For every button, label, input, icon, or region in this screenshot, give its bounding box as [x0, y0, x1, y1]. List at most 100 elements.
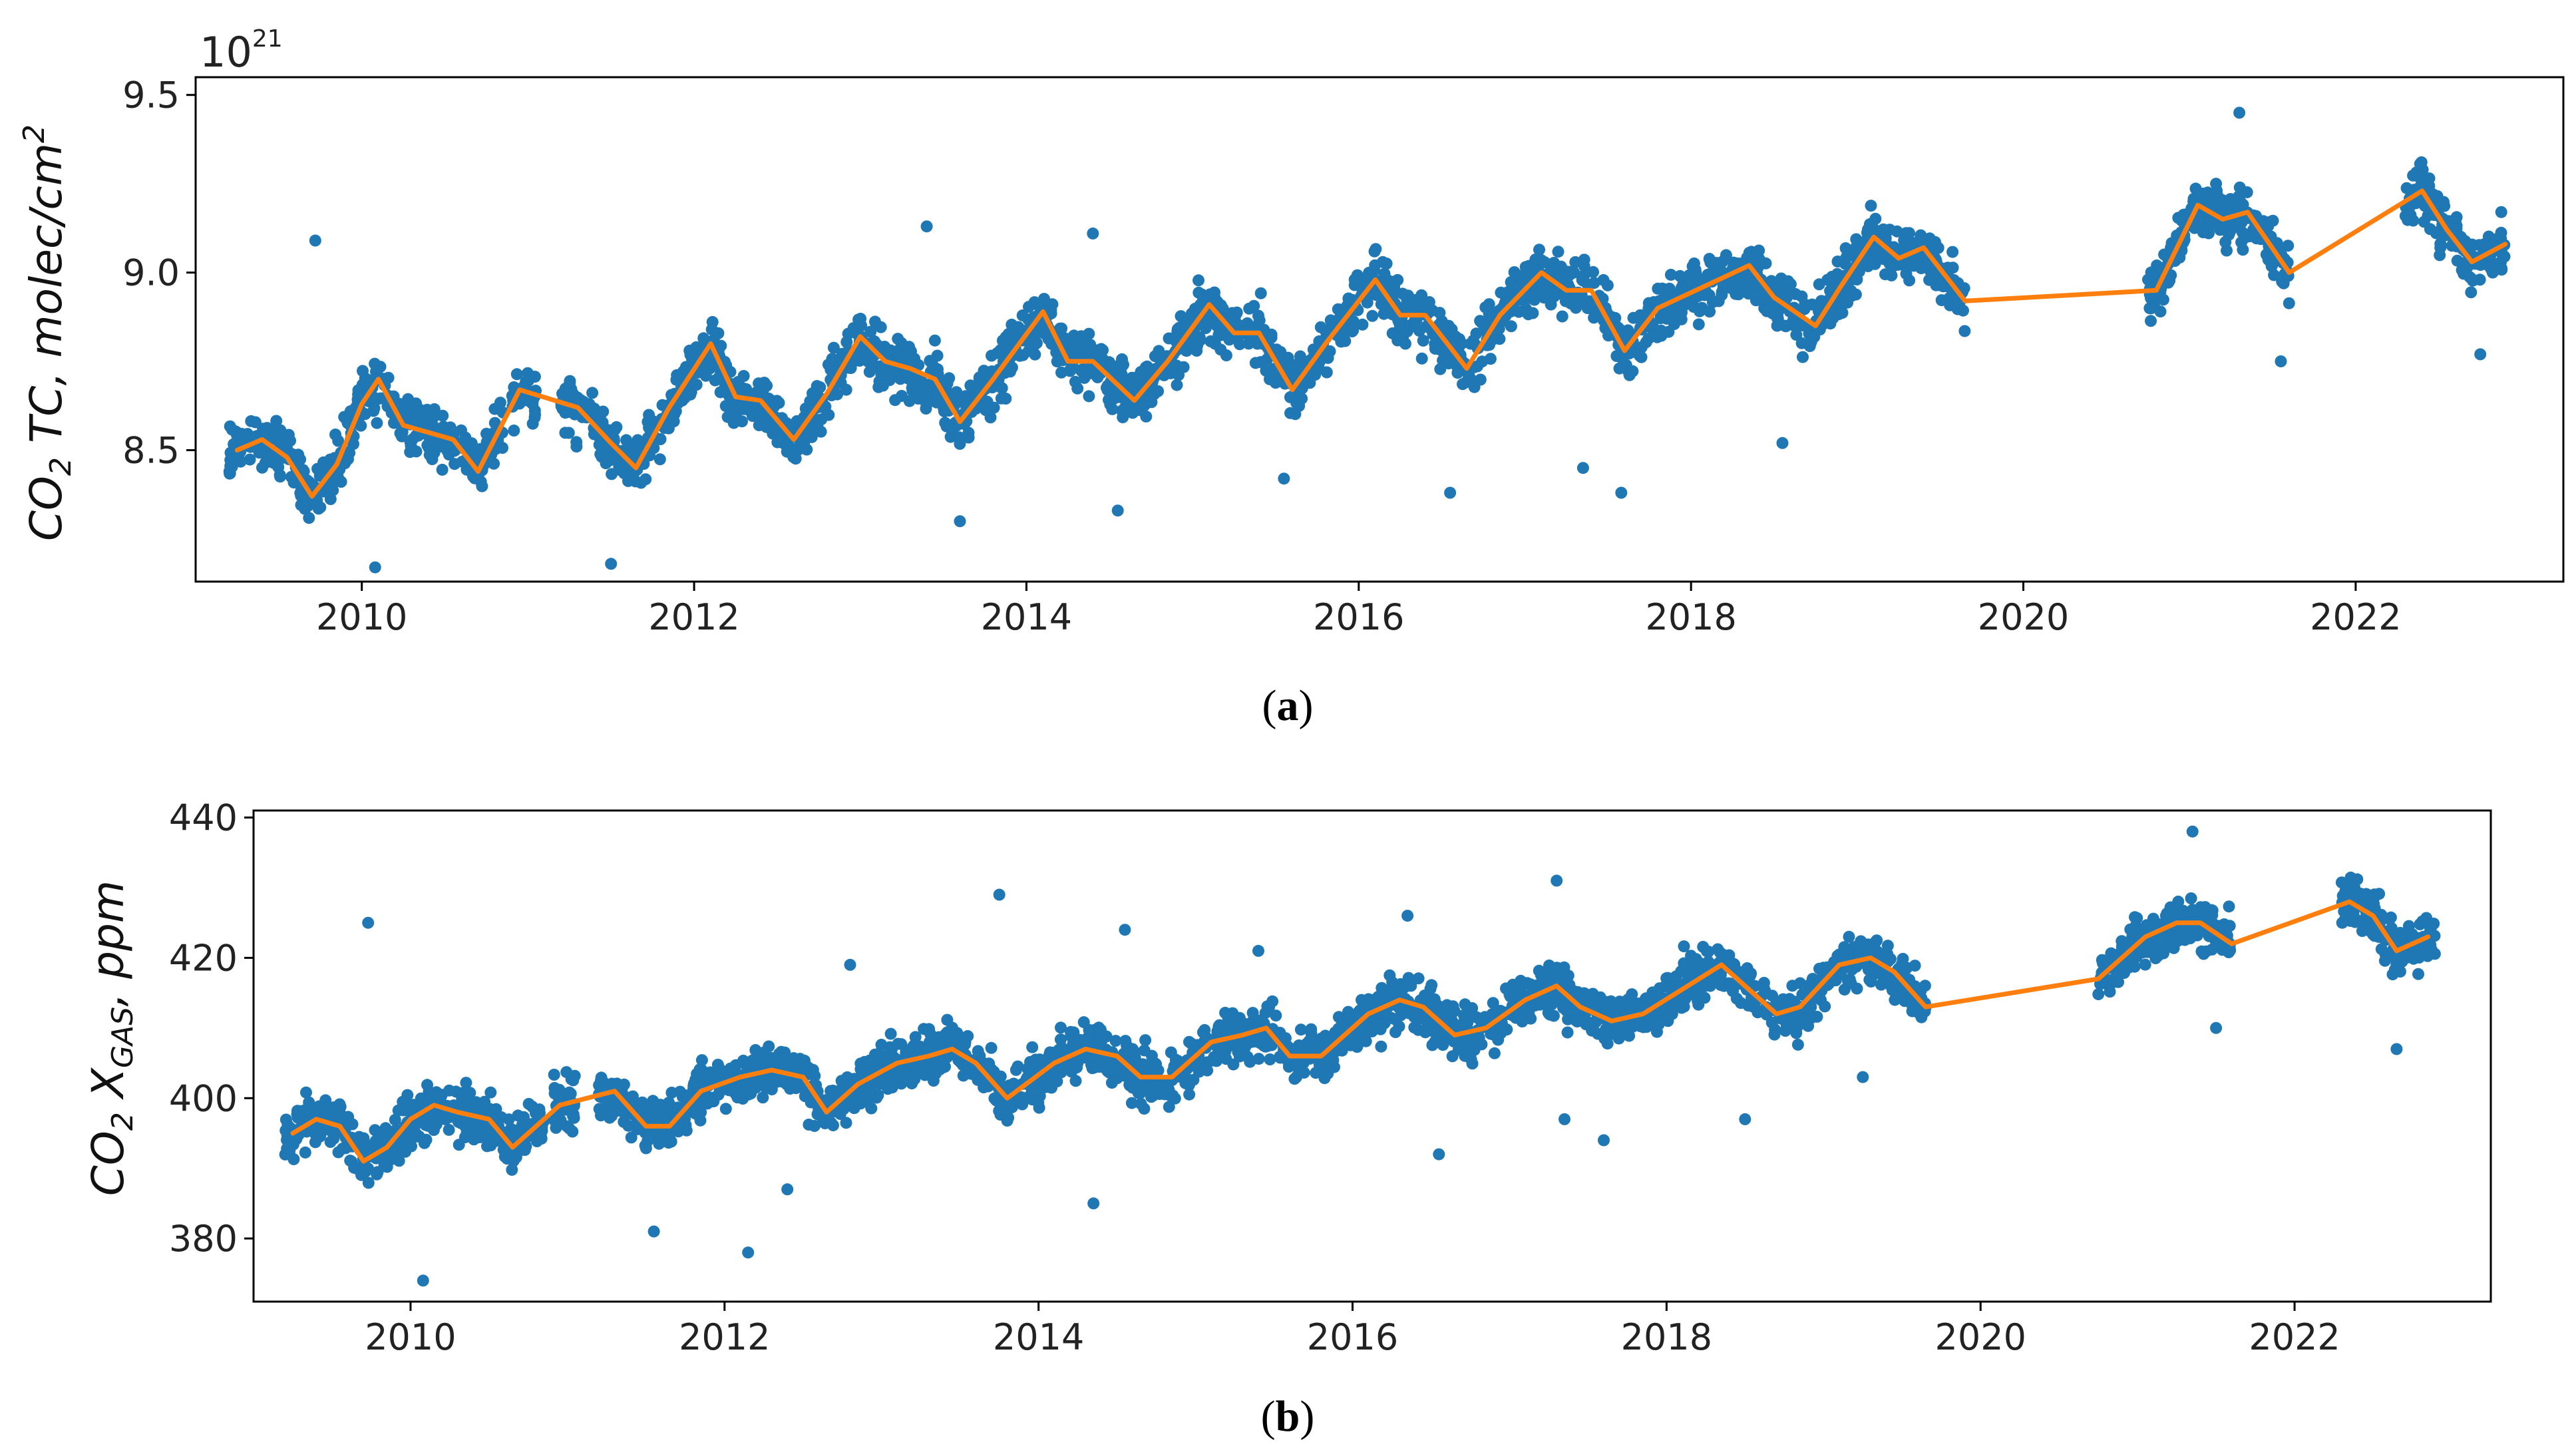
- data-point: [2465, 286, 2478, 299]
- data-point: [1046, 298, 1059, 311]
- data-point: [777, 437, 789, 449]
- data-point: [1909, 960, 1921, 972]
- data-point: [398, 405, 411, 418]
- data-point: [234, 455, 247, 468]
- data-point: [1451, 367, 1464, 379]
- data-point: [892, 333, 904, 345]
- data-point: [1378, 307, 1390, 320]
- data-point: [761, 379, 773, 392]
- data-point: [362, 1177, 375, 1189]
- data-point: [265, 423, 277, 436]
- data-point: [920, 403, 932, 415]
- data-point: [840, 336, 853, 348]
- outlier-point: [1087, 227, 1099, 240]
- data-point: [303, 512, 315, 524]
- x-tick-label: 2012: [648, 596, 739, 638]
- x-tick-label: 2014: [981, 596, 1072, 638]
- data-point: [518, 1111, 530, 1123]
- data-point: [1845, 289, 1858, 302]
- data-point: [2458, 268, 2470, 280]
- data-point: [1254, 287, 1267, 299]
- data-point: [1000, 393, 1012, 405]
- data-point: [805, 431, 818, 443]
- data-point: [635, 476, 647, 489]
- data-point: [1703, 289, 1716, 301]
- data-point: [2241, 186, 2253, 198]
- data-point: [455, 424, 467, 437]
- data-point: [2243, 230, 2256, 243]
- outlier-point: [1278, 472, 1290, 485]
- data-point: [522, 1097, 535, 1110]
- data-point: [488, 417, 501, 429]
- data-point: [1356, 318, 1369, 331]
- data-point: [2399, 210, 2412, 222]
- data-point: [1474, 315, 1487, 327]
- data-point: [332, 435, 345, 447]
- data-point: [1177, 361, 1190, 373]
- data-point: [864, 325, 877, 338]
- data-point: [459, 1091, 472, 1104]
- data-point: [300, 1086, 312, 1099]
- data-point: [1474, 373, 1487, 386]
- outlier-point: [1444, 486, 1457, 499]
- data-point: [1930, 279, 1942, 291]
- data-point: [287, 1153, 300, 1165]
- data-point: [1501, 286, 1514, 299]
- data-point: [1891, 225, 1903, 238]
- data-point: [295, 498, 307, 511]
- data-point: [903, 395, 916, 407]
- data-point: [880, 368, 892, 381]
- data-point: [583, 398, 596, 411]
- data-point: [371, 417, 383, 429]
- data-point: [378, 1159, 391, 1171]
- data-point: [884, 1027, 897, 1040]
- data-point: [407, 433, 419, 446]
- data-point: [310, 1103, 323, 1115]
- data-point: [1069, 375, 1081, 388]
- data-point: [2434, 242, 2447, 254]
- data-point: [426, 453, 439, 465]
- data-point: [501, 1149, 514, 1161]
- outlier-point: [2474, 348, 2487, 361]
- data-point: [814, 381, 827, 393]
- data-point: [1337, 331, 1350, 343]
- data-point: [1183, 1088, 1196, 1101]
- panel-caption-a: (a): [1262, 681, 1314, 730]
- data-point: [484, 1139, 497, 1152]
- data-point: [1445, 323, 1458, 335]
- data-point: [1556, 310, 1568, 323]
- data-point: [2172, 212, 2185, 224]
- outlier-point: [2275, 355, 2287, 367]
- data-point: [1138, 399, 1151, 412]
- data-point: [705, 323, 718, 336]
- data-point: [1568, 266, 1580, 279]
- x-tick-label: 2010: [316, 596, 407, 638]
- data-point: [1686, 260, 1699, 273]
- data-point: [1248, 299, 1260, 312]
- data-point: [1546, 287, 1559, 299]
- data-point: [815, 413, 828, 426]
- data-point: [1290, 1071, 1303, 1083]
- data-point: [2495, 206, 2507, 218]
- data-point: [1476, 355, 1489, 368]
- data-point: [1286, 359, 1298, 372]
- data-point: [1095, 1023, 1107, 1036]
- data-point: [869, 315, 881, 328]
- data-point: [404, 446, 417, 458]
- data-point: [1808, 331, 1821, 343]
- data-point: [684, 388, 697, 401]
- outlier-point: [954, 515, 966, 528]
- data-point: [570, 441, 583, 453]
- data-point: [2433, 194, 2446, 207]
- data-point: [1006, 318, 1018, 331]
- data-point: [1347, 324, 1360, 337]
- data-point: [1193, 274, 1204, 287]
- data-point: [357, 365, 369, 377]
- data-point: [2485, 256, 2498, 268]
- data-point: [425, 1090, 437, 1103]
- data-point: [411, 407, 424, 420]
- data-point: [1186, 337, 1198, 350]
- data-point: [1946, 246, 1959, 258]
- data-point: [375, 392, 387, 405]
- data-point: [653, 453, 666, 466]
